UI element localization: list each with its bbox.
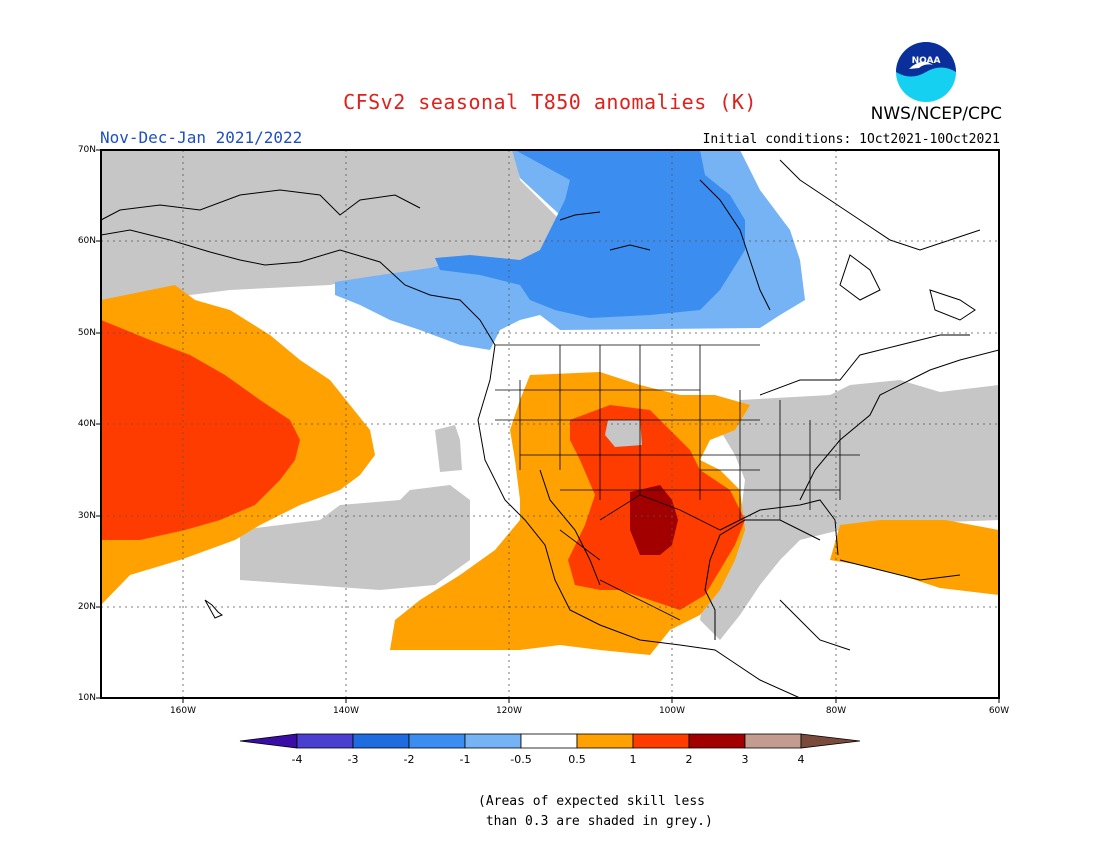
colorbar-label-minus2: -2 bbox=[403, 753, 415, 766]
colorbar-label-plus05: 0.5 bbox=[568, 753, 586, 766]
lat-label-30n: 30N bbox=[77, 511, 96, 521]
colorbar-label-plus1: 1 bbox=[629, 753, 637, 766]
lon-label-80w: 80W bbox=[825, 706, 847, 716]
lon-label-160w: 160W bbox=[169, 706, 197, 716]
low-skill-area-east-us bbox=[700, 380, 999, 640]
noaa-logo: NOAA bbox=[896, 42, 956, 102]
warm-anomaly-grey-inside bbox=[605, 420, 642, 447]
colorbar-segment-plus2 bbox=[688, 733, 746, 749]
colorbar-segment-minus2 bbox=[408, 733, 466, 749]
lat-label-40n: 40N bbox=[77, 419, 96, 429]
agency-label: NWS/NCEP/CPC bbox=[870, 104, 1002, 124]
lon-label-60w: 60W bbox=[988, 706, 1010, 716]
lon-label-100w: 100W bbox=[658, 706, 686, 716]
state-borders bbox=[495, 344, 860, 621]
warm-anomaly-atlantic-orange bbox=[830, 520, 999, 595]
low-skill-area-east-pacific-trop bbox=[240, 485, 470, 590]
colorbar-segment-neutral bbox=[520, 733, 578, 749]
cold-anomaly-canada-dark bbox=[435, 150, 745, 318]
warm-anomaly-texas-darkred bbox=[630, 485, 678, 555]
colorbar-label-plus2: 2 bbox=[685, 753, 693, 766]
lat-label-10n: 10N bbox=[77, 693, 96, 703]
colorbar-segment-minus1 bbox=[464, 733, 522, 749]
colorbar-segment-plus3 bbox=[744, 733, 802, 749]
colorbar-segment-plus05 bbox=[576, 733, 634, 749]
low-skill-area-west-pacific-small bbox=[435, 425, 462, 472]
lon-label-120w: 120W bbox=[495, 706, 523, 716]
svg-text:NOAA: NOAA bbox=[912, 56, 941, 66]
lat-label-50n: 50N bbox=[77, 328, 96, 338]
colorbar-label-minus1: -1 bbox=[459, 753, 471, 766]
footnote-line-1: (Areas of expected skill less bbox=[478, 794, 705, 809]
colorbar-segment-minus4 bbox=[296, 733, 354, 749]
colorbar-label-minus4: -4 bbox=[291, 753, 303, 766]
lon-label-140w: 140W bbox=[332, 706, 360, 716]
colorbar-label-plus3: 3 bbox=[741, 753, 749, 766]
colorbar-segment-minus3 bbox=[352, 733, 410, 749]
colorbar-segment-lt-minus4 bbox=[239, 733, 298, 749]
lat-label-20n: 20N bbox=[77, 602, 96, 612]
footnote-line-2: than 0.3 are shaded in grey.) bbox=[478, 814, 713, 829]
colorbar-segment-gt-plus4 bbox=[800, 733, 861, 749]
colorbar-label-minus3: -3 bbox=[347, 753, 359, 766]
colorbar-label-plus4: 4 bbox=[797, 753, 805, 766]
lat-label-70n: 70N bbox=[77, 145, 96, 155]
initial-conditions-label: Initial conditions: 1Oct2021-10Oct2021 bbox=[702, 132, 1000, 147]
gridlines bbox=[101, 150, 999, 698]
colorbar-segment-plus1 bbox=[632, 733, 690, 749]
warm-anomaly-pacific-red bbox=[101, 320, 300, 540]
map-title: CFSv2 seasonal T850 anomalies (K) bbox=[343, 90, 757, 114]
season-label: Nov-Dec-Jan 2021/2022 bbox=[100, 128, 303, 147]
lat-label-60n: 60N bbox=[77, 236, 96, 246]
skill-footnote: (Areas of expected skill less than 0.3 a… bbox=[478, 792, 713, 832]
axis-ticks bbox=[96, 149, 1000, 703]
colorbar-label-minus05: -0.5 bbox=[510, 753, 532, 766]
